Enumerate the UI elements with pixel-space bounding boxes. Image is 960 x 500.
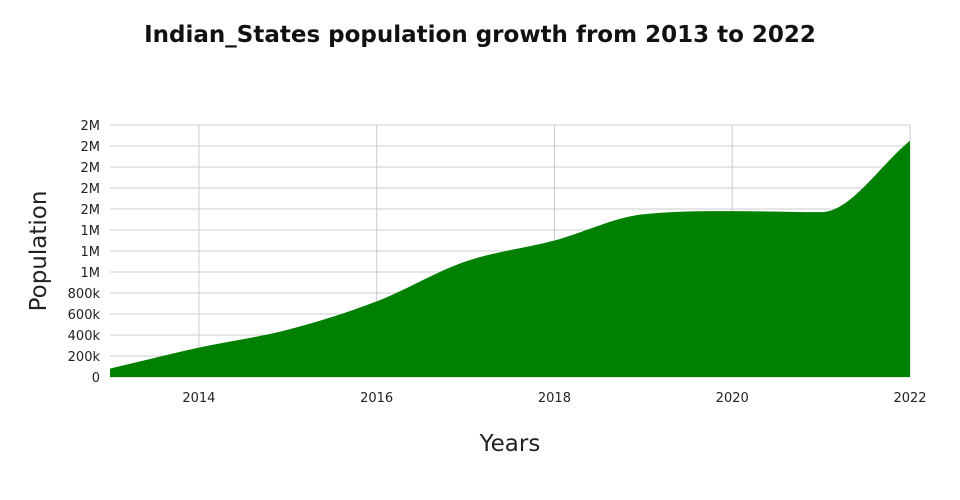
y-tick-label: 1M	[81, 224, 101, 239]
y-tick-label: 400k	[68, 329, 101, 344]
y-tick-label: 1M	[81, 266, 101, 281]
y-tick-label: 1M	[81, 245, 101, 260]
x-axis-label: Years	[479, 431, 541, 457]
x-axis-ticks: 2014 2016 2018 2020 2022	[182, 391, 926, 406]
x-tick-label: 2022	[893, 391, 926, 406]
y-tick-label: 2M	[81, 203, 101, 218]
x-tick-label: 2016	[360, 391, 393, 406]
y-tick-label: 2M	[81, 161, 101, 176]
y-axis-ticks: 0 200k 400k 600k 800k 1M 1M 1M 2M 2M 2M 2M 2M	[68, 119, 101, 386]
chart-title: Indian_States population growth from 201…	[144, 22, 816, 48]
population-area	[110, 140, 910, 377]
x-tick-label: 2020	[716, 391, 749, 406]
y-tick-label: 800k	[68, 287, 101, 302]
y-axis-label: Population	[26, 191, 52, 312]
y-tick-label: 0	[92, 371, 100, 386]
x-tick-label: 2018	[538, 391, 571, 406]
y-tick-label: 600k	[68, 308, 101, 323]
y-tick-label: 2M	[81, 140, 101, 155]
y-tick-label: 200k	[68, 350, 101, 365]
y-tick-label: 2M	[81, 119, 101, 134]
y-tick-label: 2M	[81, 182, 101, 197]
x-tick-label: 2014	[182, 391, 215, 406]
